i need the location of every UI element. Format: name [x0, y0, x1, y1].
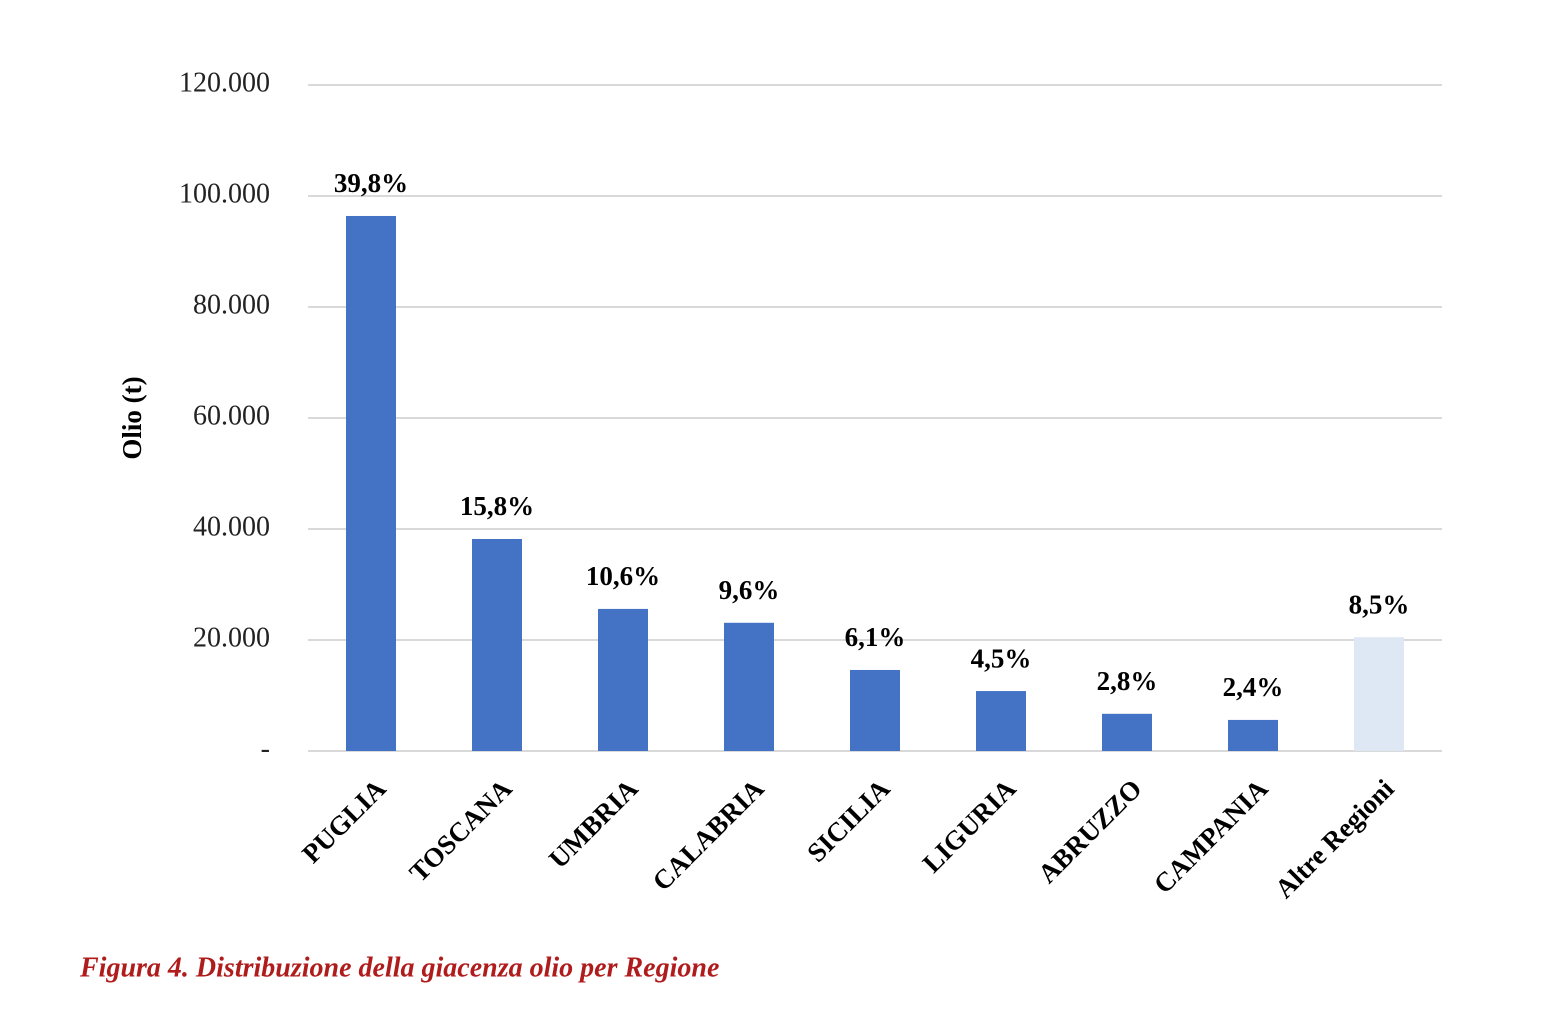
- data-label: 6,1%: [845, 622, 906, 652]
- y-tick-label: 80.000: [193, 289, 270, 320]
- bar: [976, 691, 1026, 751]
- data-label: 4,5%: [971, 643, 1032, 673]
- data-label: 9,6%: [719, 575, 780, 605]
- x-tick-label: SICILIA: [801, 773, 896, 868]
- bar: [724, 622, 774, 751]
- bar: [472, 538, 522, 751]
- x-tick-label: CAMPANIA: [1148, 773, 1274, 899]
- x-tick-label: CALABRIA: [647, 773, 770, 896]
- y-tick-label: 60.000: [193, 400, 270, 431]
- x-tick-label: ABRUZZO: [1032, 773, 1148, 889]
- bar: [1354, 637, 1404, 751]
- y-axis-title: Olio (t): [117, 376, 147, 459]
- data-label: 2,8%: [1097, 666, 1158, 696]
- y-tick-label: 120.000: [179, 67, 270, 98]
- bar: [850, 669, 900, 751]
- x-tick-label: Altre Regioni: [1269, 773, 1400, 904]
- bar: [1228, 719, 1278, 751]
- x-tick-label: TOSCANA: [403, 773, 518, 888]
- y-tick-label: 40.000: [193, 511, 270, 542]
- data-label: 15,8%: [460, 491, 534, 521]
- bar: [1102, 713, 1152, 751]
- x-tick-label: UMBRIA: [543, 773, 644, 874]
- y-tick-label: 100.000: [179, 178, 270, 209]
- x-tick-label: LIGURIA: [917, 773, 1022, 878]
- y-tick-label: 20.000: [193, 622, 270, 653]
- data-label: 10,6%: [586, 561, 660, 591]
- y-tick-label: -: [261, 733, 270, 764]
- data-label: 39,8%: [334, 168, 408, 198]
- data-label: 8,5%: [1349, 589, 1410, 619]
- bar: [346, 215, 396, 752]
- caption: Figura 4. Distribuzione della giacenza o…: [79, 952, 719, 983]
- data-label: 2,4%: [1223, 672, 1284, 702]
- x-tick-label: PUGLIA: [296, 773, 392, 869]
- bar: [598, 608, 648, 751]
